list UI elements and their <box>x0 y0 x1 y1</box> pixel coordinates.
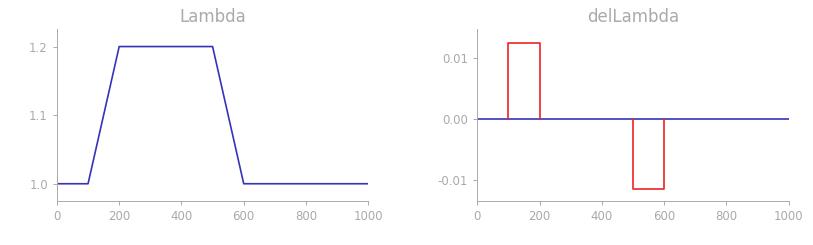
Title: delLambda: delLambda <box>587 9 679 26</box>
Title: Lambda: Lambda <box>179 9 246 26</box>
